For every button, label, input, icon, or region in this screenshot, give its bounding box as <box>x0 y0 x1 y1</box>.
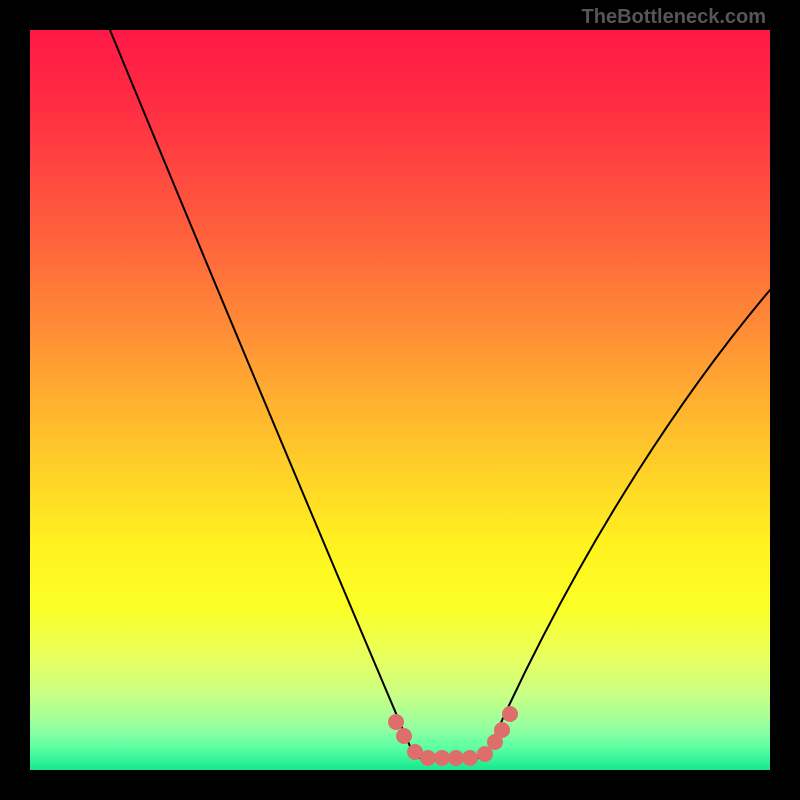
bottleneck-curve <box>110 30 770 758</box>
chart-frame: TheBottleneck.com <box>0 0 800 800</box>
marker-point <box>420 750 436 766</box>
watermark-text: TheBottleneck.com <box>582 6 766 29</box>
plot-area <box>30 30 770 770</box>
marker-point <box>502 706 518 722</box>
marker-point <box>494 722 510 738</box>
marker-point <box>448 750 464 766</box>
marker-point <box>396 728 412 744</box>
marker-point <box>462 750 478 766</box>
curve-markers <box>388 706 518 766</box>
curve-layer <box>30 30 770 770</box>
marker-point <box>434 750 450 766</box>
marker-point <box>388 714 404 730</box>
